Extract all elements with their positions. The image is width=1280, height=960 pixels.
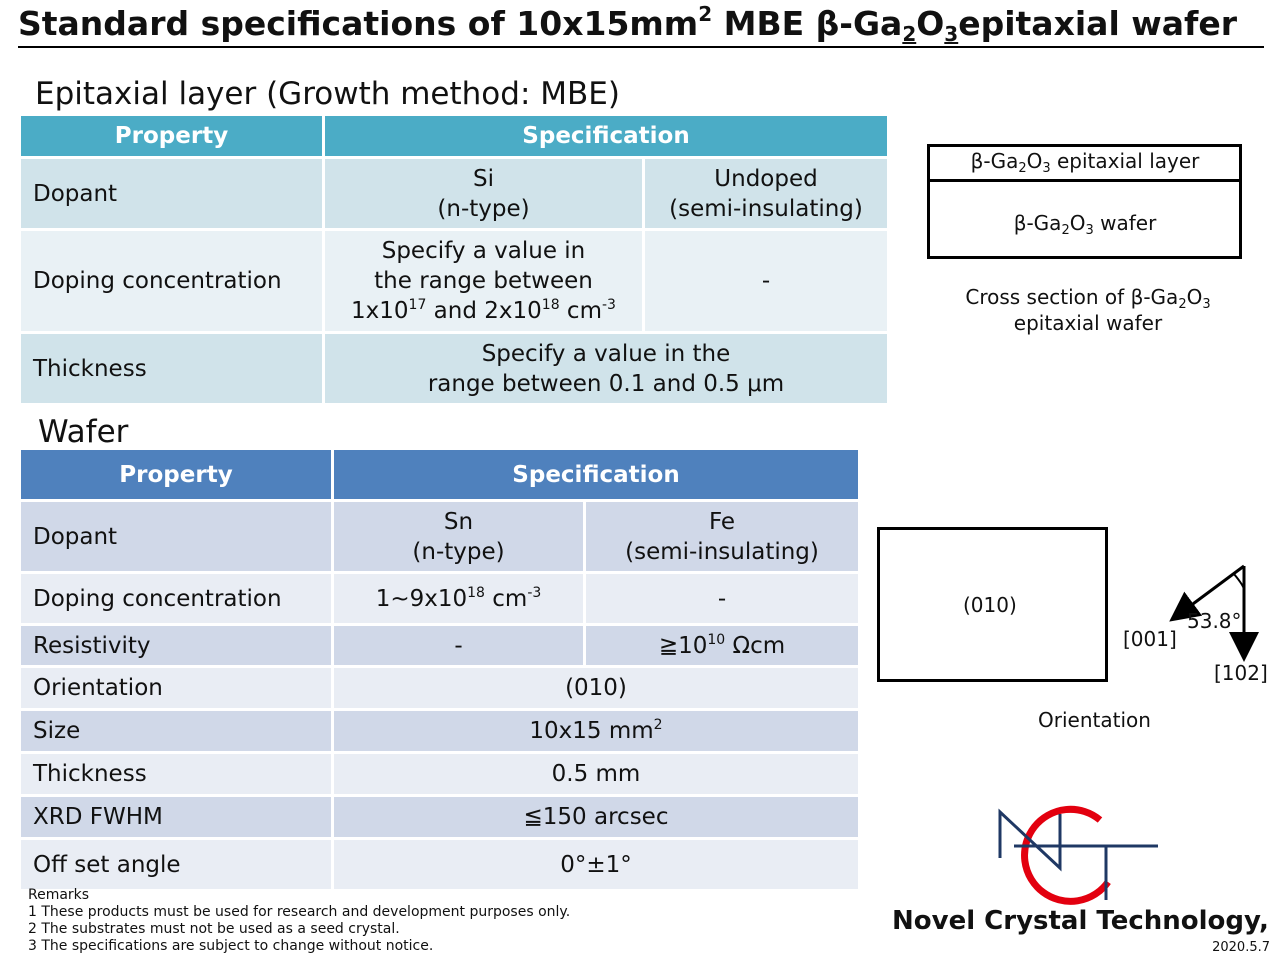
remarks: Remarks 1 These products must be used fo… [28, 887, 570, 955]
remark-item: 3 The specifications are subject to chan… [28, 938, 434, 954]
direction-001-label: [001] [1123, 627, 1177, 651]
epi-doping-si: Specify a value in the range between 1x101… [322, 228, 645, 334]
wafer-thickness-value: 0.5 mm [331, 751, 861, 797]
wafer-row-xrd: XRD FWHM ≦150 arcsec [18, 794, 861, 840]
epi-row-thickness: Thickness Specify a value in the range be… [18, 331, 890, 406]
wafer-xrd-label: XRD FWHM [18, 794, 334, 840]
wafer-resistivity-label: Resistivity [18, 623, 334, 668]
wafer-row-resistivity: Resistivity - ≧1010 Ωcm [18, 623, 861, 668]
company-name: Novel Crystal Technology, Inc. [892, 906, 1280, 936]
page-title: Standard specifications of 10x15mm2 MBE … [18, 2, 1264, 48]
cross-section-caption: Cross section of β-Ga2O3 epitaxial wafer [965, 285, 1211, 335]
orientation-caption: Orientation [1038, 708, 1151, 732]
epi-header-property: Property [18, 113, 325, 159]
epitaxial-heading: Epitaxial layer (Growth method: MBE) [35, 76, 620, 112]
document-date: 2020.5.7 [1212, 940, 1270, 955]
epitaxial-spec-table: Property Specification Dopant Si (n-type)… [18, 113, 890, 406]
remarks-heading: Remarks [28, 887, 90, 903]
wafer-doping-sn: 1~9x1018 cm-3 [331, 571, 586, 626]
wafer-thickness-label: Thickness [18, 751, 334, 797]
epi-thickness-label: Thickness [18, 331, 325, 406]
wafer-row-offset: Off set angle 0°±1° [18, 837, 861, 892]
wafer-size-label: Size [18, 708, 334, 754]
company-logo [998, 805, 1158, 905]
wafer-header-property: Property [18, 447, 334, 502]
wafer-orientation-label: Orientation [18, 665, 334, 711]
wafer-offset-value: 0°±1° [331, 837, 861, 892]
epitaxial-layer-label: β-Ga2O3 epitaxial layer [970, 149, 1200, 176]
wafer-resistivity-fe: ≧1010 Ωcm [583, 623, 861, 668]
wafer-row-size: Size 10x15 mm2 [18, 708, 861, 754]
wafer-row-dopant: Dopant Sn (n-type) Fe (semi-insulating) [18, 499, 861, 574]
epi-dopant-label: Dopant [18, 156, 325, 231]
remark-item: 2 The substrates must not be used as a s… [28, 921, 400, 937]
epi-dopant-undoped: Undoped (semi-insulating) [642, 156, 890, 231]
wafer-size-value: 10x15 mm2 [331, 708, 861, 754]
epi-row-dopant: Dopant Si (n-type) Undoped (semi-insulatin… [18, 156, 890, 231]
wafer-row-thickness: Thickness 0.5 mm [18, 751, 861, 797]
wafer-offset-label: Off set angle [18, 837, 334, 892]
wafer-doping-label: Doping concentration [18, 571, 334, 626]
epi-doping-undoped: - [642, 228, 890, 334]
wafer-doping-fe: - [583, 571, 861, 626]
wafer-orientation-value: (010) [331, 665, 861, 711]
angle-arc [1233, 573, 1245, 591]
wafer-label: β-Ga2O3 wafer [1013, 211, 1157, 238]
wafer-xrd-value: ≦150 arcsec [331, 794, 861, 840]
wafer-spec-table: Property Specification Dopant Sn (n-type)… [18, 447, 861, 892]
direction-102-label: [102] [1214, 661, 1268, 685]
wafer-heading: Wafer [38, 414, 129, 450]
wafer-box [927, 179, 1242, 259]
wafer-header-specification: Specification [331, 447, 861, 502]
wafer-resistivity-sn: - [331, 623, 586, 668]
wafer-dopant-fe: Fe (semi-insulating) [583, 499, 861, 574]
wafer-dopant-sn: Sn (n-type) [331, 499, 586, 574]
orientation-plane-label: (010) [963, 593, 1017, 617]
epi-row-doping: Doping concentration Specify a value in t… [18, 228, 890, 334]
epi-header-specification: Specification [322, 113, 890, 159]
angle-label: 53.8° [1187, 609, 1242, 633]
epi-doping-label: Doping concentration [18, 228, 325, 334]
direction-001-arrow [1169, 564, 1245, 622]
wafer-dopant-label: Dopant [18, 499, 334, 574]
wafer-row-doping: Doping concentration 1~9x1018 cm-3 - [18, 571, 861, 626]
epi-thickness-value: Specify a value in the range between 0.1 … [322, 331, 890, 406]
remark-item: 1 These products must be used for resear… [28, 904, 571, 920]
orientation-wafer-box [877, 527, 1108, 682]
orientation-arrows [1169, 564, 1259, 662]
epi-dopant-si: Si (n-type) [322, 156, 645, 231]
wafer-row-orientation: Orientation (010) [18, 665, 861, 711]
